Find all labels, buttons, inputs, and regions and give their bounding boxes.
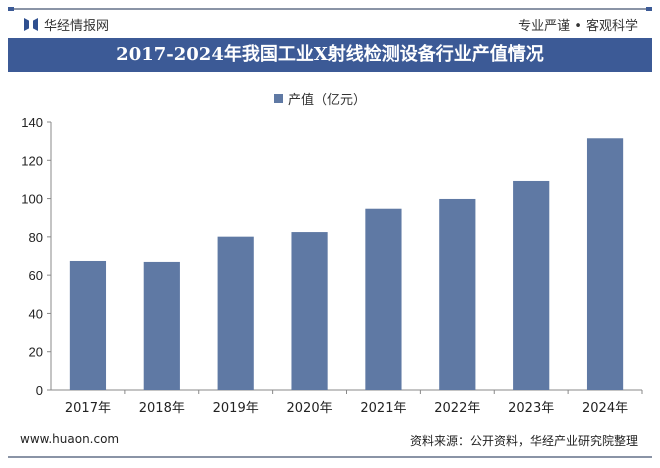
bar [143, 261, 180, 390]
y-tick-label: 20 [29, 345, 43, 360]
bar [217, 236, 254, 390]
x-tick-label: 2022年 [434, 401, 480, 416]
bar [439, 198, 476, 390]
y-tick-label: 60 [29, 268, 43, 283]
bottom-divider [8, 456, 652, 458]
x-tick-label: 2020年 [287, 401, 333, 416]
y-tick-label: 80 [29, 230, 43, 245]
legend: 产值（亿元） [274, 89, 366, 108]
bar [69, 260, 107, 390]
bar [586, 138, 624, 390]
bar [513, 180, 550, 390]
y-tick-label: 100 [21, 192, 43, 207]
y-tick-label: 40 [29, 306, 43, 321]
y-tick-label: 120 [21, 153, 43, 168]
top-divider [8, 7, 652, 11]
x-tick-label: 2024年 [582, 401, 628, 416]
y-tick-label: 140 [21, 115, 43, 130]
brand: 华经情报网 [24, 15, 109, 34]
bar [365, 208, 402, 390]
x-tick-label: 2019年 [213, 401, 259, 416]
bar-chart: 0 20 40 60 80 100 120 140 2017年 2018年 2019年 2020年 20… [21, 115, 643, 416]
x-tick-label: 2017年 [65, 401, 111, 416]
legend-swatch [274, 94, 283, 103]
source-note: 资料来源：公开资料，华经产业研究院整理 [409, 434, 638, 448]
website-url: www.huaon.com [20, 432, 120, 446]
x-tick-label: 2023年 [508, 401, 554, 416]
y-tick-label: 0 [36, 383, 43, 398]
chart-title: 2017-2024年我国工业X射线检测设备行业产值情况 [8, 38, 652, 72]
brand-name: 华经情报网 [44, 19, 110, 34]
legend-label: 产值（亿元） [288, 93, 367, 108]
slogan: 专业严谨 • 客观科学 [518, 19, 638, 34]
bar [291, 232, 328, 390]
x-tick-label: 2021年 [360, 401, 406, 416]
x-tick-label: 2018年 [139, 401, 185, 416]
